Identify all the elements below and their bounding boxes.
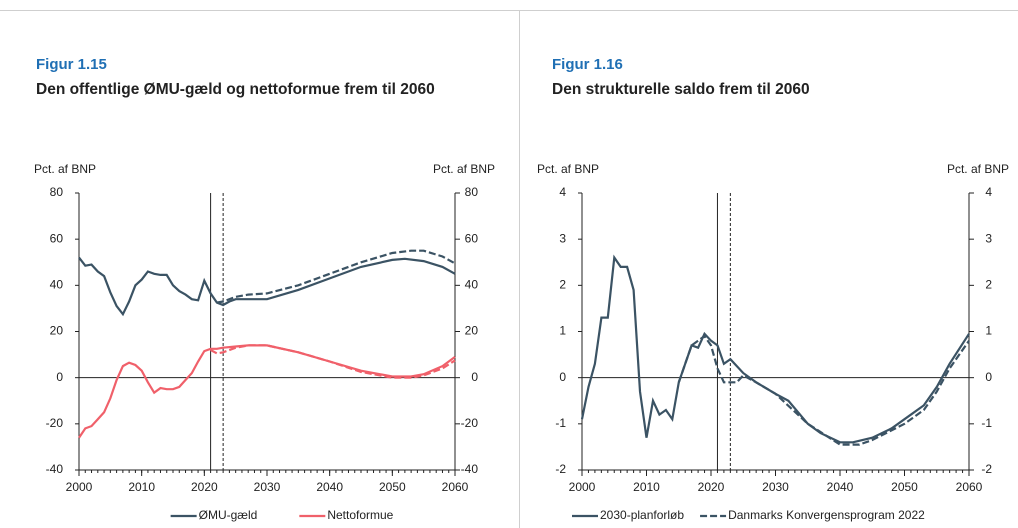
x-tick-label: 2010 xyxy=(128,480,155,494)
y-tick-label: -2 xyxy=(555,462,566,476)
x-tick-label: 2000 xyxy=(66,480,93,494)
y2-axis-label: Pct. af BNP xyxy=(947,162,1009,176)
y2-tick-label: -40 xyxy=(461,462,479,476)
y2-tick-label: 2 xyxy=(985,278,992,292)
x-tick-label: 2040 xyxy=(827,480,854,494)
y-tick-label: 0 xyxy=(559,370,566,384)
chart-title: Den offentlige ØMU-gæld og nettoformue f… xyxy=(36,81,435,98)
y2-tick-label: 0 xyxy=(985,370,992,384)
x-tick-label: 2050 xyxy=(379,480,406,494)
y-tick-label: -1 xyxy=(555,416,566,430)
legend-label: Nettoformue xyxy=(327,508,393,522)
figure-label: Figur 1.15 xyxy=(36,56,107,73)
series-line xyxy=(216,249,456,304)
legend-label: Danmarks Konvergensprogram 2022 xyxy=(728,508,925,522)
y-tick-label: 0 xyxy=(56,370,63,384)
x-tick-label: 2020 xyxy=(191,480,218,494)
x-tick-label: 2060 xyxy=(442,480,469,494)
y2-tick-label: -2 xyxy=(981,462,992,476)
legend-item: ØMU-gæld xyxy=(170,508,258,522)
x-tick-label: 2020 xyxy=(698,480,725,494)
y-tick-label: -40 xyxy=(46,462,64,476)
legend-item: Nettoformue xyxy=(299,508,394,522)
legend-label: ØMU-gæld xyxy=(199,508,258,522)
series-line xyxy=(78,344,456,439)
y2-tick-label: 60 xyxy=(465,231,479,245)
y-tick-label: 1 xyxy=(559,324,566,338)
y-tick-label: 20 xyxy=(50,324,64,338)
x-tick-label: 2040 xyxy=(316,480,343,494)
y2-tick-label: 3 xyxy=(985,231,992,245)
series-line xyxy=(210,344,456,379)
y-tick-label: 60 xyxy=(50,231,64,245)
y2-tick-label: -1 xyxy=(981,416,992,430)
y-tick-label: 40 xyxy=(50,278,64,292)
y2-tick-label: 40 xyxy=(465,278,479,292)
y-tick-label: 4 xyxy=(559,185,566,199)
y2-tick-label: 80 xyxy=(465,185,479,199)
y-tick-label: -20 xyxy=(46,416,64,430)
x-tick-label: 2050 xyxy=(891,480,918,494)
series-line xyxy=(580,254,970,444)
series-line xyxy=(78,256,456,317)
legend-item: Danmarks Konvergensprogram 2022 xyxy=(700,508,925,522)
y-axis-label: Pct. af BNP xyxy=(34,162,96,176)
y-tick-label: 2 xyxy=(559,278,566,292)
y2-tick-label: -20 xyxy=(461,416,479,430)
y-axis-label: Pct. af BNP xyxy=(537,162,599,176)
series-line xyxy=(677,334,970,446)
x-tick-label: 2030 xyxy=(254,480,281,494)
chart-title: Den strukturelle saldo frem til 2060 xyxy=(552,81,810,98)
x-tick-label: 2010 xyxy=(633,480,660,494)
y2-tick-label: 4 xyxy=(985,185,992,199)
x-tick-label: 2000 xyxy=(569,480,596,494)
legend-item: 2030-planforløb xyxy=(572,508,684,522)
y2-tick-label: 1 xyxy=(985,324,992,338)
x-tick-label: 2030 xyxy=(762,480,789,494)
legend-label: 2030-planforløb xyxy=(600,508,684,522)
figure-label: Figur 1.16 xyxy=(552,56,623,73)
y2-tick-label: 0 xyxy=(471,370,478,384)
y-tick-label: 80 xyxy=(50,185,64,199)
y-tick-label: 3 xyxy=(559,231,566,245)
y2-axis-label: Pct. af BNP xyxy=(433,162,495,176)
y2-tick-label: 20 xyxy=(465,324,479,338)
x-tick-label: 2060 xyxy=(956,480,983,494)
